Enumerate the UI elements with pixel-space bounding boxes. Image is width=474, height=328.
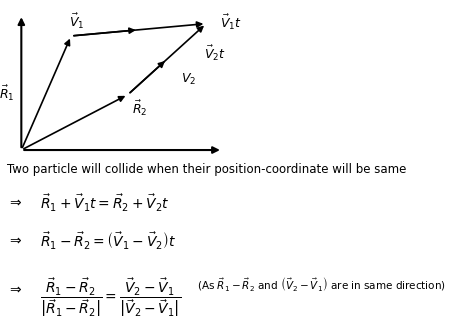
Text: $\vec{R}_1-\vec{R}_2=\left(\vec{V}_1-\vec{V}_2\right)t$: $\vec{R}_1-\vec{R}_2=\left(\vec{V}_1-\ve… <box>40 231 177 252</box>
Text: $\vec{V}_1$: $\vec{V}_1$ <box>69 11 84 31</box>
Text: $\vec{V}_2t$: $\vec{V}_2t$ <box>204 43 226 63</box>
Text: $\Rightarrow$: $\Rightarrow$ <box>7 195 23 209</box>
Text: $\vec{V}_1t$: $\vec{V}_1t$ <box>220 12 242 32</box>
Text: (As $\vec{R}_1-\vec{R}_2$ and $\left(\vec{V}_2-\vec{V}_1\right)$ are in same dir: (As $\vec{R}_1-\vec{R}_2$ and $\left(\ve… <box>197 275 446 293</box>
Text: $\vec{R}_2$: $\vec{R}_2$ <box>132 99 147 118</box>
Text: $\vec{R}_1+\vec{V}_1t=\vec{R}_2+\vec{V}_2t$: $\vec{R}_1+\vec{V}_1t=\vec{R}_2+\vec{V}_… <box>40 193 170 214</box>
Text: $\Rightarrow$: $\Rightarrow$ <box>7 233 23 246</box>
Text: $\dfrac{\vec{R}_1-\vec{R}_2}{\left|\vec{R}_1-\vec{R}_2\right|}=\dfrac{\vec{V}_2-: $\dfrac{\vec{R}_1-\vec{R}_2}{\left|\vec{… <box>40 277 182 319</box>
Text: Two particle will collide when their position-coordinate will be same: Two particle will collide when their pos… <box>7 163 407 175</box>
Text: $\vec{R}_1$: $\vec{R}_1$ <box>0 83 15 103</box>
Text: $\Rightarrow$: $\Rightarrow$ <box>7 282 23 296</box>
Text: $V_2$: $V_2$ <box>182 72 196 88</box>
